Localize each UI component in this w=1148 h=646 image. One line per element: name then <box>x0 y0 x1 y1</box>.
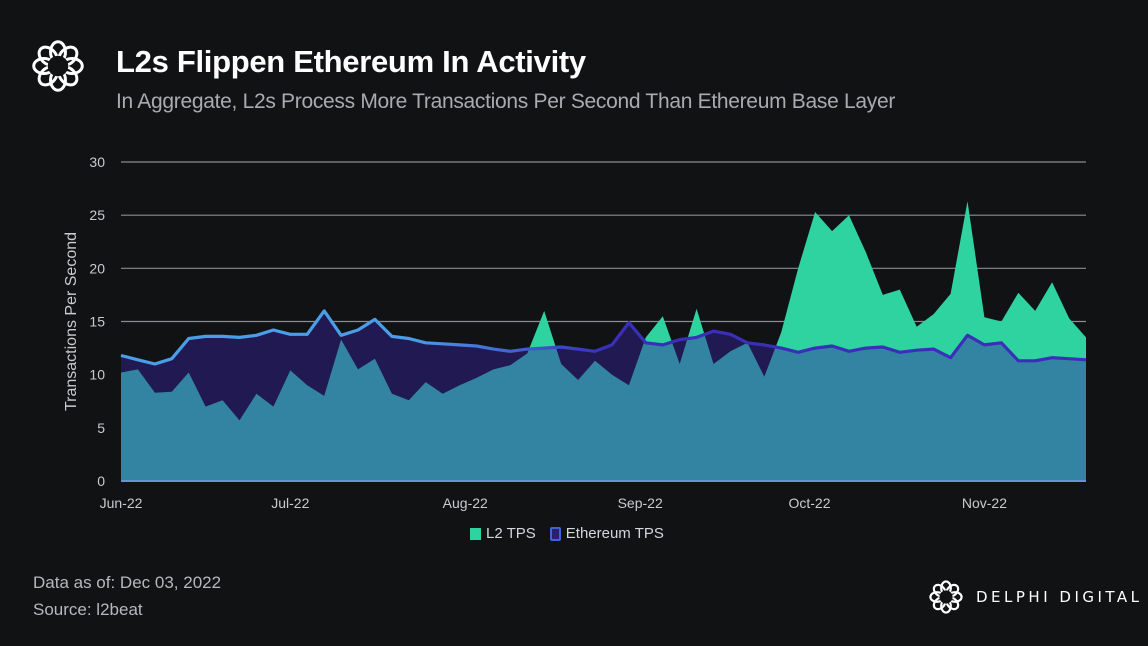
y-axis-label: Transactions Per Second <box>63 232 80 411</box>
delphi-knot-icon <box>32 40 84 92</box>
x-tick-label: Jun-22 <box>100 495 143 511</box>
chart-area: 0 5 10 15 20 25 30 Jun-22 Jul-22 Aug-22 Sep-22 Oct… <box>63 154 1087 511</box>
legend-item-ethereum[interactable]: Ethereum TPS <box>549 525 664 542</box>
x-tick-label: Aug-22 <box>443 495 488 511</box>
legend-swatch-l2 <box>470 527 481 540</box>
legend-label-ethereum: Ethereum TPS <box>565 525 664 542</box>
legend-label-l2: L2 TPS <box>486 525 536 542</box>
legend-item-l2[interactable]: L2 TPS <box>470 525 536 542</box>
y-tick-label: 25 <box>89 207 105 223</box>
x-tick-label: Sep-22 <box>618 495 663 511</box>
overlap-area <box>121 310 1086 481</box>
y-tick-label: 20 <box>89 260 105 276</box>
y-tick-label: 15 <box>89 314 105 330</box>
legend-swatch-ethereum <box>549 526 561 541</box>
source-note: Source: l2beat <box>33 600 143 619</box>
brand-logo: DELPHI DIGITAL <box>928 579 1143 615</box>
x-tick-label: Nov-22 <box>962 495 1007 511</box>
x-tick-label: Jul-22 <box>271 495 309 511</box>
y-tick-label: 30 <box>89 154 105 170</box>
x-tick-label: Oct-22 <box>788 495 830 511</box>
brand-name: DELPHI DIGITAL <box>976 588 1143 606</box>
y-tick-label: 0 <box>97 473 105 489</box>
data-as-of: Data as of: Dec 03, 2022 <box>33 573 222 592</box>
ethereum-tps-line <box>120 309 1087 366</box>
chart-subtitle: In Aggregate, L2s Process More Transacti… <box>116 90 896 113</box>
y-tick-label: 5 <box>97 420 105 436</box>
chart-title: L2s Flippen Ethereum In Activity <box>116 44 586 79</box>
legend: L2 TPS Ethereum TPS <box>470 525 678 542</box>
delphi-knot-icon <box>929 580 963 614</box>
y-tick-label: 10 <box>89 367 105 383</box>
